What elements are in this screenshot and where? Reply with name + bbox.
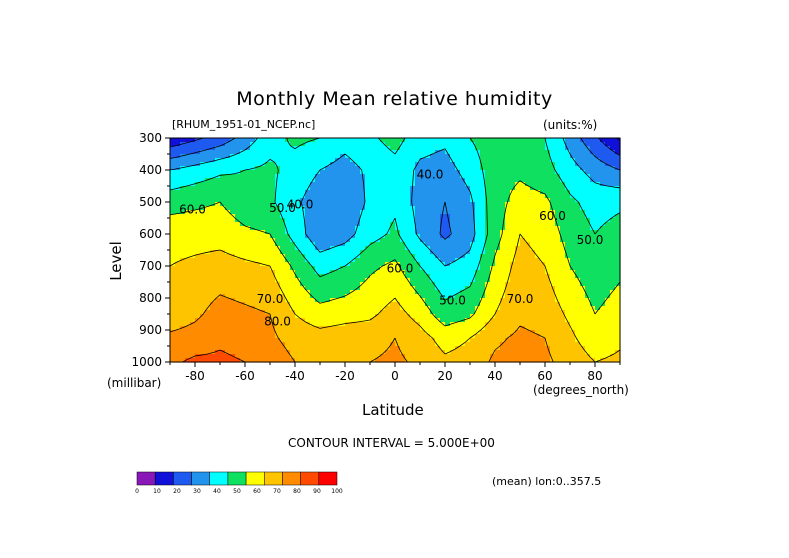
mean-note: (mean) lon:0..357.5	[492, 475, 602, 488]
colorbar-tick-label: 80	[293, 488, 301, 495]
colorbar-tick-label: 30	[193, 488, 201, 495]
colorbar-swatch	[227, 471, 247, 486]
contour-label: 70.0	[507, 292, 534, 306]
y-tick-label: 300	[139, 131, 162, 145]
y-axis-unit: (millibar)	[107, 376, 162, 390]
contour-label: 60.0	[387, 262, 414, 276]
x-axis-unit: (degrees_north)	[533, 383, 629, 397]
y-tick-label: 600	[139, 227, 162, 241]
contour-label: 40.0	[417, 167, 444, 181]
contour-label: 80.0	[264, 315, 291, 329]
units-label: (units:%)	[543, 118, 598, 132]
humidity-field	[170, 138, 621, 363]
x-tick-label: 80	[587, 369, 602, 383]
colorbar-tick-label: 40	[213, 488, 221, 495]
colorbar-swatch	[300, 471, 320, 486]
y-tick-label: 900	[139, 323, 162, 337]
colorbar-tick-label: 0	[135, 488, 139, 495]
colorbar-tick-label: 70	[273, 488, 281, 495]
x-tick-label: -60	[235, 369, 255, 383]
x-tick-label: 60	[537, 369, 552, 383]
colorbar-tick-label: 50	[233, 488, 241, 495]
x-tick-label: -20	[335, 369, 355, 383]
contour-label: 60.0	[539, 209, 566, 223]
chart-title: Monthly Mean relative humidity	[236, 88, 553, 110]
colorbar-tick-label: 20	[173, 488, 181, 495]
colorbar-swatch	[154, 471, 174, 486]
contour-label: 50.0	[439, 294, 466, 308]
x-axis-label: Latitude	[362, 401, 424, 419]
x-tick-label: -40	[285, 369, 305, 383]
x-tick-label: -80	[185, 369, 205, 383]
x-tick-label: 20	[437, 369, 452, 383]
contour-label: 50.0	[269, 201, 296, 215]
colorbar: 0 10 20 30 40 50 60 70 80 90 100	[135, 471, 343, 495]
contour-label: 50.0	[577, 233, 604, 247]
colorbar-tick-label: 90	[313, 488, 321, 495]
colorbar-tick-label: 60	[253, 488, 261, 495]
colorbar-swatch	[136, 471, 156, 486]
contour-label: 40.0	[287, 198, 314, 212]
y-axis-ticks: 300 400 500 600 700 800 900 1000	[131, 131, 170, 369]
contour-label: 60.0	[179, 203, 206, 217]
colorbar-swatch	[318, 471, 338, 486]
colorbar-swatch	[245, 471, 265, 486]
colorbar-swatch	[173, 471, 192, 486]
colorbar-swatch	[282, 471, 301, 486]
contour-lines	[169, 137, 621, 363]
colorbar-swatch	[264, 471, 283, 486]
contour-interval-note: CONTOUR INTERVAL = 5.000E+00	[288, 436, 495, 450]
x-axis-ticks: -80 -60 -40 -20 0 20 40 60 80	[169, 362, 621, 383]
contour-label: 70.0	[257, 292, 284, 306]
x-tick-label: 40	[487, 369, 502, 383]
colorbar-swatch	[209, 471, 229, 486]
colorbar-swatch	[191, 471, 210, 486]
y-tick-label: 400	[139, 163, 162, 177]
y-tick-label: 1000	[131, 355, 162, 369]
y-tick-label: 500	[139, 195, 162, 209]
colorbar-tick-label: 100	[331, 488, 343, 495]
x-tick-label: 0	[391, 369, 399, 383]
colorbar-tick-label: 10	[153, 488, 161, 495]
y-tick-label: 800	[139, 291, 162, 305]
file-label: [RHUM_1951-01_NCEP.nc]	[172, 118, 316, 131]
y-tick-label: 700	[139, 259, 162, 273]
contour-labels: 40.040.050.050.050.060.060.060.070.0 70.0…	[179, 167, 603, 328]
